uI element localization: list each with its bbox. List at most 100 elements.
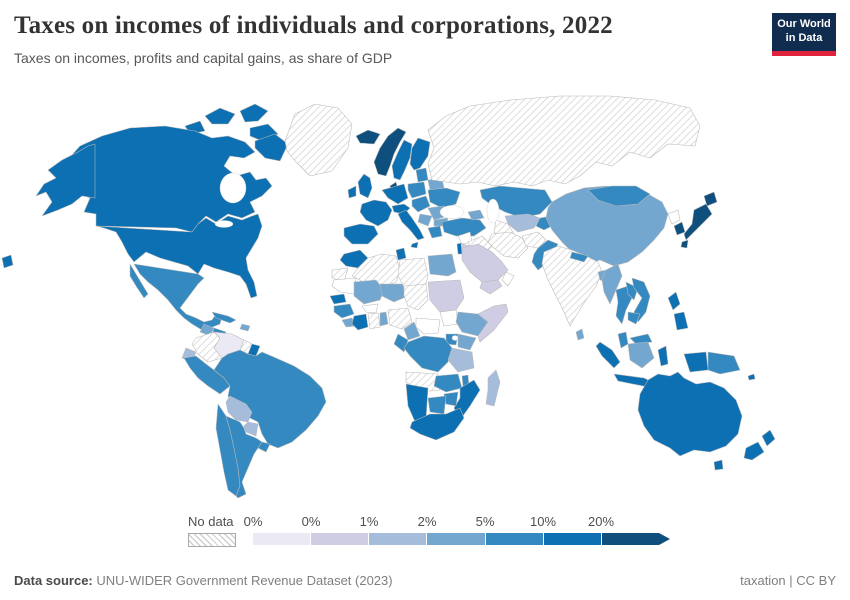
- country-papua-new-guinea[interactable]: [707, 351, 741, 375]
- country-mauritania[interactable]: [331, 277, 357, 295]
- country-oman[interactable]: [501, 271, 515, 287]
- legend-segment-5[interactable]: [543, 533, 602, 545]
- country-cuba[interactable]: [211, 311, 237, 324]
- legend-segment-4[interactable]: [485, 533, 544, 545]
- country-greenland[interactable]: [284, 103, 353, 177]
- country-iceland[interactable]: [355, 129, 381, 145]
- country-canada-arctic-2[interactable]: [239, 103, 269, 123]
- country-mongolia[interactable]: [587, 185, 651, 207]
- country-madagascar[interactable]: [485, 369, 501, 407]
- country-united-states[interactable]: [95, 213, 263, 299]
- country-cameroon[interactable]: [403, 321, 421, 341]
- country-south-sudan[interactable]: [439, 309, 459, 327]
- country-nigeria[interactable]: [387, 307, 413, 330]
- country-sweden[interactable]: [391, 139, 413, 181]
- country-paraguay[interactable]: [243, 421, 259, 437]
- country-mali[interactable]: [353, 279, 385, 305]
- country-cambodia[interactable]: [627, 311, 641, 325]
- country-mexico[interactable]: [133, 263, 223, 331]
- country-balkans[interactable]: [417, 213, 433, 227]
- country-germany[interactable]: [381, 183, 409, 205]
- country-benin-togo[interactable]: [379, 311, 389, 327]
- country-united-states-alaska[interactable]: [35, 143, 96, 217]
- country-ghana[interactable]: [367, 312, 381, 330]
- country-kazakhstan[interactable]: [479, 185, 553, 219]
- country-central-african-republic[interactable]: [415, 317, 441, 335]
- country-botswana[interactable]: [427, 395, 447, 415]
- country-czechia-hungary[interactable]: [411, 195, 431, 213]
- country-egypt[interactable]: [427, 253, 457, 277]
- country-senegal[interactable]: [329, 293, 347, 305]
- country-new-zealand-north[interactable]: [761, 429, 776, 447]
- country-ireland[interactable]: [347, 185, 357, 199]
- country-uruguay[interactable]: [257, 441, 271, 453]
- country-kenya[interactable]: [457, 333, 477, 351]
- country-indonesia-kalimantan[interactable]: [627, 341, 655, 369]
- country-iran[interactable]: [487, 231, 529, 259]
- country-norway[interactable]: [373, 127, 407, 177]
- country-israel[interactable]: [456, 242, 463, 255]
- country-philippines-mindanao[interactable]: [673, 311, 689, 331]
- country-south-korea[interactable]: [673, 221, 686, 236]
- country-finland[interactable]: [409, 137, 431, 171]
- country-turkey[interactable]: [441, 217, 487, 237]
- legend-segment-2[interactable]: [369, 533, 428, 545]
- country-somalia[interactable]: [477, 303, 509, 343]
- country-italy-sicily[interactable]: [410, 241, 419, 249]
- country-argentina[interactable]: [225, 415, 263, 499]
- country-guinea[interactable]: [333, 303, 355, 319]
- country-japan-kyushu[interactable]: [680, 239, 689, 249]
- country-canada-arctic-1[interactable]: [204, 107, 236, 125]
- legend-segment-1[interactable]: [311, 533, 370, 545]
- country-zambia[interactable]: [433, 373, 463, 393]
- country-bolivia[interactable]: [225, 395, 253, 423]
- country-brazil[interactable]: [213, 349, 327, 449]
- country-japan-honshu[interactable]: [683, 203, 713, 241]
- legend-segment-3[interactable]: [427, 533, 486, 545]
- country-philippines-luzon[interactable]: [667, 291, 681, 311]
- country-indonesia-sumatra[interactable]: [595, 341, 621, 369]
- country-malaysia[interactable]: [617, 331, 629, 349]
- country-malaysia-borneo[interactable]: [629, 333, 653, 345]
- country-cote-divoire[interactable]: [351, 313, 369, 331]
- country-canada[interactable]: [61, 125, 273, 233]
- country-niger[interactable]: [379, 283, 409, 303]
- credit-link[interactable]: taxation | CC BY: [740, 573, 836, 588]
- country-myanmar[interactable]: [601, 263, 623, 305]
- country-india[interactable]: [541, 245, 603, 327]
- country-burkina-faso[interactable]: [361, 303, 379, 314]
- country-indonesia-papua[interactable]: [683, 351, 709, 373]
- country-australia-tasmania[interactable]: [713, 459, 724, 471]
- country-tanzania[interactable]: [447, 347, 475, 373]
- legend-segment-0[interactable]: [253, 533, 312, 545]
- country-vietnam[interactable]: [631, 277, 651, 323]
- country-canada-baffin[interactable]: [254, 133, 289, 162]
- country-north-korea[interactable]: [667, 209, 681, 225]
- country-nepal[interactable]: [569, 251, 589, 263]
- country-sudan[interactable]: [427, 279, 465, 313]
- country-japan-hokkaido[interactable]: [703, 191, 718, 207]
- country-indonesia-sulawesi[interactable]: [657, 345, 669, 367]
- country-italy[interactable]: [397, 209, 425, 241]
- country-baltic-states[interactable]: [415, 167, 429, 183]
- country-chad[interactable]: [403, 283, 429, 311]
- country-tunisia[interactable]: [395, 247, 407, 261]
- country-solomon-islands[interactable]: [747, 373, 756, 381]
- legend-segment-6[interactable]: [601, 533, 659, 545]
- country-russia[interactable]: [427, 95, 701, 187]
- country-sri-lanka[interactable]: [575, 328, 585, 341]
- country-australia[interactable]: [637, 371, 743, 457]
- country-greece[interactable]: [427, 225, 443, 239]
- country-united-kingdom[interactable]: [357, 173, 373, 199]
- legend-no-data-swatch[interactable]: [188, 533, 236, 547]
- country-mexico-baja[interactable]: [129, 263, 149, 299]
- country-south-africa[interactable]: [409, 407, 465, 441]
- owid-logo[interactable]: Our World in Data: [772, 13, 836, 56]
- country-afghanistan[interactable]: [521, 231, 547, 249]
- country-pacific-island[interactable]: [1, 254, 14, 269]
- country-poland[interactable]: [407, 181, 427, 199]
- country-france[interactable]: [359, 199, 393, 227]
- country-zimbabwe[interactable]: [443, 391, 459, 407]
- country-caucasus[interactable]: [467, 209, 485, 221]
- country-yemen[interactable]: [479, 279, 503, 295]
